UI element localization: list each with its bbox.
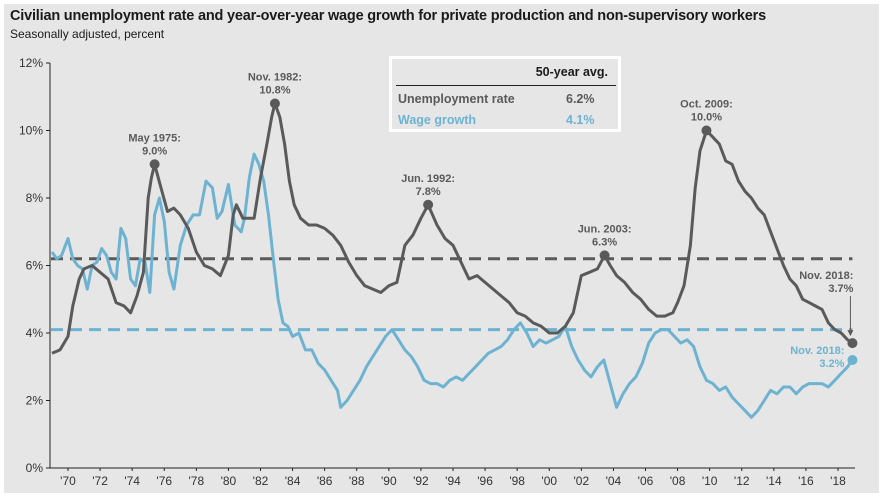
- series-lines: [50, 102, 854, 419]
- annotation-label: Nov. 2018:: [790, 345, 844, 357]
- chart-subtitle: Seasonally adjusted, percent: [10, 27, 165, 41]
- peak-marker: [423, 199, 434, 210]
- averages-row-wage-growth: Wage growth 4.1%: [398, 113, 618, 131]
- annotation-label: 9.0%: [142, 145, 167, 157]
- annotation-label: Jun. 2003:: [578, 223, 632, 235]
- averages-row-unemployment: Unemployment rate 6.2%: [398, 92, 618, 110]
- x-tick-label: '08: [670, 474, 686, 488]
- wage-growth-line: [50, 152, 854, 419]
- averages-table-divider: [396, 85, 616, 86]
- annotation-label: 3.2%: [819, 358, 844, 370]
- averages-row-label: Unemployment rate: [398, 92, 515, 106]
- x-tick-label: '86: [317, 474, 333, 488]
- chart-title: Civilian unemployment rate and year-over…: [10, 8, 766, 24]
- annotation-label: Oct. 2009:: [680, 99, 733, 111]
- annotation-label: 3.7%: [828, 283, 853, 295]
- x-tick-label: '00: [541, 474, 557, 488]
- x-tick-label: '10: [702, 474, 718, 488]
- annotation-label: 7.8%: [416, 186, 441, 198]
- averages-row-value: 4.1%: [566, 113, 595, 127]
- annotation-label: Nov. 2018:: [799, 270, 853, 282]
- x-tick-label: '98: [509, 474, 525, 488]
- x-tick-label: '18: [830, 474, 846, 488]
- x-tick-label: '82: [253, 474, 269, 488]
- x-tick-label: '78: [189, 474, 205, 488]
- x-tick-label: '88: [349, 474, 365, 488]
- x-tick-label: '96: [477, 474, 493, 488]
- averages-table-header: 50-year avg.: [535, 65, 608, 79]
- annotation-label: Nov. 1982:: [248, 72, 302, 84]
- annotations: May 1975:9.0% Nov. 1982:10.8% Jun. 1992:7.…: [128, 72, 858, 370]
- x-tick-label: '92: [413, 474, 429, 488]
- peak-marker: [599, 250, 610, 261]
- y-tick-label: 0%: [26, 461, 44, 475]
- arrow-head-icon: [847, 330, 854, 337]
- x-tick-label: '72: [92, 474, 108, 488]
- y-tick-label: 10%: [19, 124, 43, 138]
- x-tick-label: '12: [734, 474, 750, 488]
- peak-marker: [701, 125, 712, 136]
- y-tick-label: 4%: [26, 326, 44, 340]
- x-tick-label: '70: [60, 474, 76, 488]
- x-tick-label: '76: [156, 474, 172, 488]
- x-tick-label: '84: [285, 474, 301, 488]
- x-tick-label: '06: [638, 474, 654, 488]
- x-tick-label: '74: [124, 474, 140, 488]
- averages-row-label: Wage growth: [398, 113, 477, 127]
- annotation-label: 10.0%: [691, 112, 722, 124]
- reference-lines: [51, 257, 853, 332]
- annotation-label: 10.8%: [259, 85, 290, 97]
- x-tick-label: '02: [574, 474, 590, 488]
- x-tick-label: '04: [606, 474, 622, 488]
- x-tick-label: '80: [221, 474, 237, 488]
- annotation-label: Jun. 1992:: [401, 173, 455, 185]
- peak-marker: [847, 338, 858, 349]
- x-tick-label: '94: [445, 474, 461, 488]
- annotation-label: 6.3%: [592, 236, 617, 248]
- unemployment-rate-line: [51, 102, 854, 355]
- y-tick-label: 2%: [26, 394, 44, 408]
- averages-table: 50-year avg. Unemployment rate 6.2% Wage…: [389, 56, 621, 132]
- y-tick-label: 12%: [19, 56, 43, 70]
- axes: 0% 2% 4% 6% 8% 10% 12% '70 '72 '74 '76 '78 '80 '82 '84…: [19, 56, 855, 488]
- x-tick-label: '90: [381, 474, 397, 488]
- peak-marker: [269, 98, 280, 109]
- y-tick-label: 6%: [26, 259, 44, 273]
- y-tick-label: 8%: [26, 191, 44, 205]
- x-tick-label: '16: [798, 474, 814, 488]
- latest-wage-marker: [847, 355, 858, 365]
- averages-row-value: 6.2%: [566, 92, 595, 106]
- annotation-label: May 1975:: [128, 132, 181, 144]
- peak-marker: [149, 159, 160, 170]
- x-tick-label: '14: [766, 474, 782, 488]
